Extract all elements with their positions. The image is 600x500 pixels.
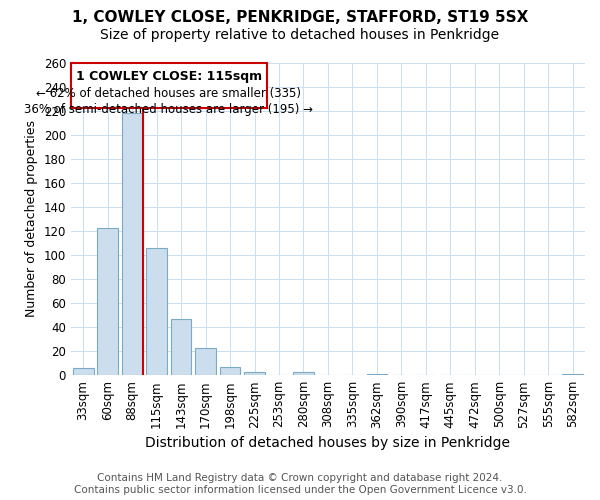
Text: 1, COWLEY CLOSE, PENKRIDGE, STAFFORD, ST19 5SX: 1, COWLEY CLOSE, PENKRIDGE, STAFFORD, ST… [72, 10, 528, 25]
Y-axis label: Number of detached properties: Number of detached properties [25, 120, 38, 318]
FancyBboxPatch shape [71, 62, 267, 108]
Bar [97, 228, 118, 375]
Bar [146, 248, 167, 375]
Text: 1 COWLEY CLOSE: 115sqm: 1 COWLEY CLOSE: 115sqm [76, 70, 262, 82]
Bar [195, 348, 216, 375]
Bar [293, 372, 314, 375]
Bar [562, 374, 583, 375]
Text: 36% of semi-detached houses are larger (195) →: 36% of semi-detached houses are larger (… [25, 104, 313, 117]
Bar [170, 318, 191, 375]
X-axis label: Distribution of detached houses by size in Penkridge: Distribution of detached houses by size … [145, 436, 511, 450]
Text: ← 62% of detached houses are smaller (335): ← 62% of detached houses are smaller (33… [37, 86, 301, 100]
Text: Size of property relative to detached houses in Penkridge: Size of property relative to detached ho… [100, 28, 500, 42]
Bar [244, 372, 265, 375]
Text: Contains HM Land Registry data © Crown copyright and database right 2024.
Contai: Contains HM Land Registry data © Crown c… [74, 474, 526, 495]
Bar [122, 113, 143, 375]
Bar [73, 368, 94, 375]
Bar [367, 374, 388, 375]
Bar [220, 367, 241, 375]
